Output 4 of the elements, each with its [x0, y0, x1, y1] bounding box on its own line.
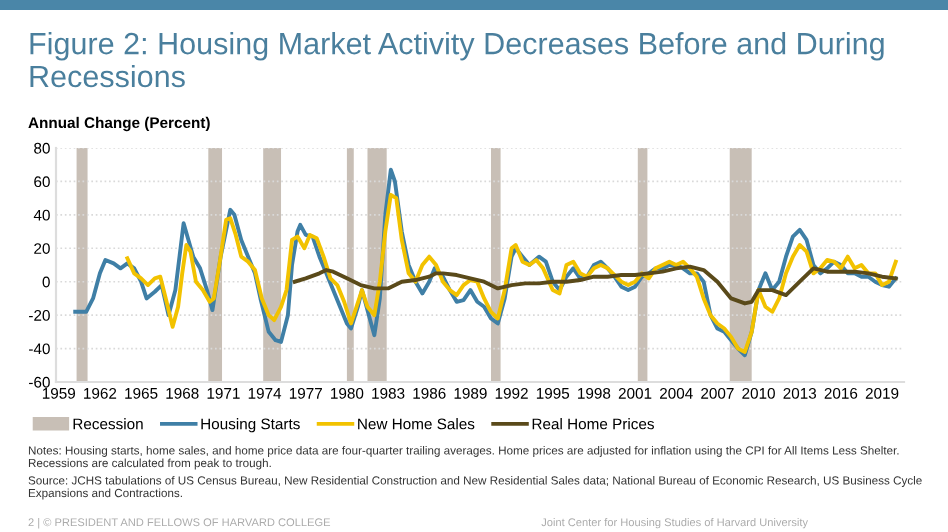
- line-series: [125, 192, 898, 354]
- chart-title: Figure 2: Housing Market Activity Decreases Before and During Recessions: [30, 32, 884, 88]
- line-series: [292, 264, 898, 306]
- line-series: [73, 167, 898, 358]
